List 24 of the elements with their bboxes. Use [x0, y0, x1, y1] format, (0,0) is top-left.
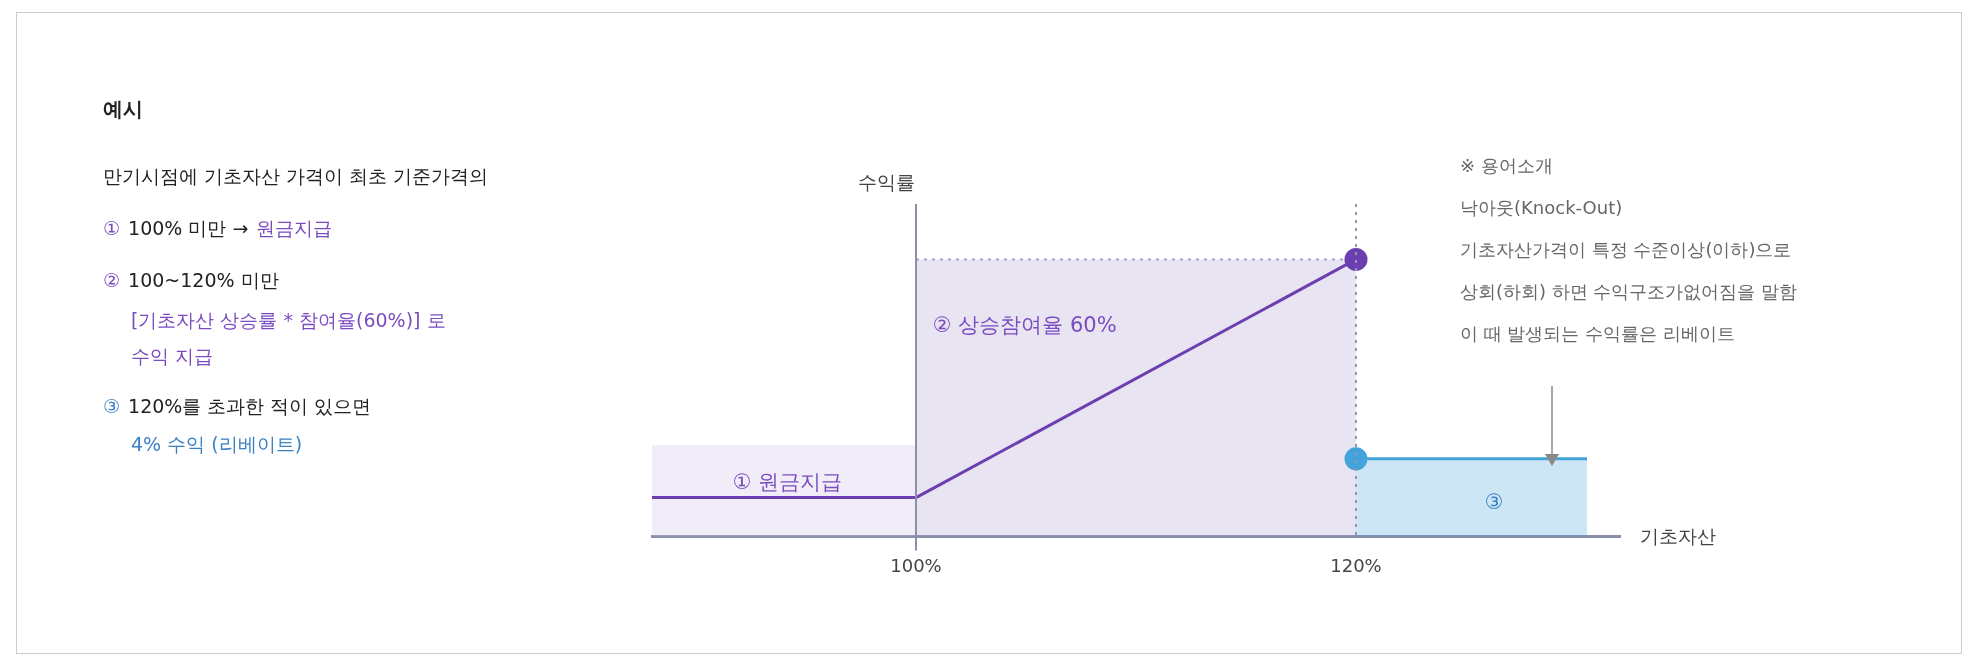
- y-axis-title: 수익률: [857, 171, 915, 194]
- annotation: 이 때 발생되는 수익률은 리베이트: [1460, 322, 1735, 346]
- text: ①: [103, 217, 121, 239]
- text: 100% 미만 →: [128, 217, 249, 239]
- text: 예시: [103, 96, 143, 123]
- text: ③: [103, 395, 121, 417]
- annotation: 기초자산가격이 특정 수준이상(이하)으로: [1460, 238, 1792, 262]
- annotation: ② 상승참여율 60%: [932, 313, 1117, 338]
- text: 100~120% 미만: [128, 269, 279, 291]
- text: ②: [103, 269, 121, 291]
- text: [기초자산 상승률 * 참여율(60%)] 로: [131, 309, 446, 331]
- x-tick-label: 120%: [1330, 554, 1382, 576]
- x-axis-title: 기초자산: [1640, 525, 1716, 548]
- text: 120%를 초과한 적이 있으면: [128, 395, 372, 417]
- annotation: 상회(하회) 하면 수익구조가없어짐을 말함: [1460, 280, 1798, 304]
- annotation: ① 원금지급: [732, 469, 843, 494]
- text: 원금지급: [256, 217, 333, 239]
- x-tick-label: 100%: [890, 554, 942, 576]
- text: 수익 지급: [131, 345, 214, 367]
- text: 만기시점에 기초자산 가격이 최초 기준가격의: [103, 165, 489, 187]
- annotation: ③: [1484, 489, 1504, 514]
- text: 4% 수익 (리베이트): [131, 433, 303, 455]
- text: ※ 용어소개: [1460, 154, 1553, 178]
- text: 낙아웃(Knock-Out): [1460, 196, 1623, 220]
